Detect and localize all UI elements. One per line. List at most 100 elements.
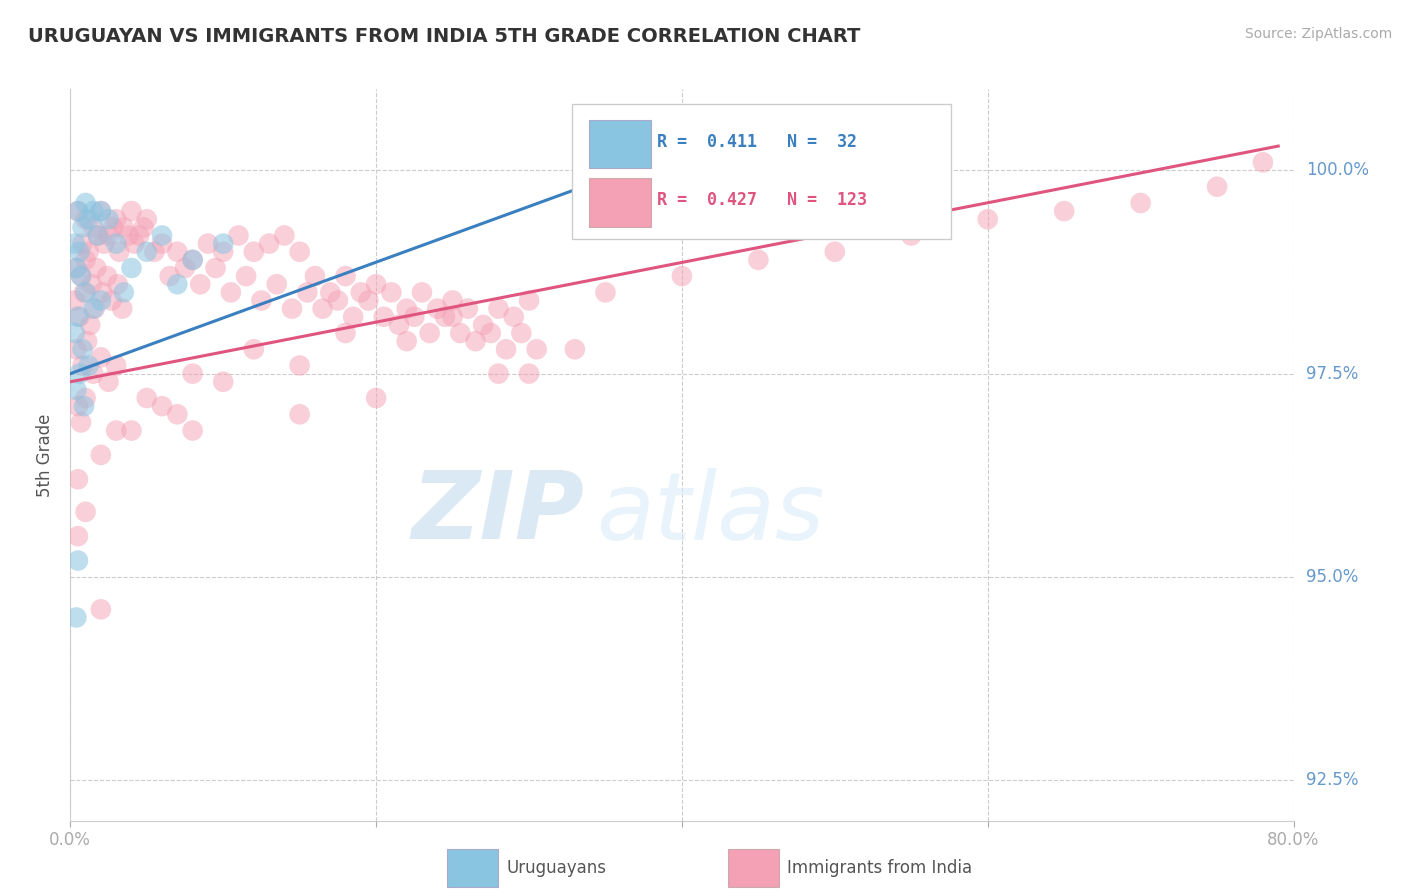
- Point: [166, 244, 188, 259]
- Point: [166, 407, 188, 421]
- Point: [457, 301, 479, 316]
- Point: [479, 326, 502, 340]
- Point: [69, 244, 91, 259]
- Point: [75, 285, 97, 300]
- Point: [135, 244, 157, 259]
- Point: [70, 416, 93, 430]
- Point: [82, 301, 104, 316]
- Point: [90, 204, 112, 219]
- Point: [1206, 179, 1229, 194]
- Point: [824, 244, 846, 259]
- Point: [97, 375, 120, 389]
- Point: [150, 236, 173, 251]
- Point: [488, 367, 510, 381]
- Point: [159, 269, 181, 284]
- Point: [105, 424, 128, 438]
- Point: [69, 367, 91, 381]
- Point: [1129, 196, 1152, 211]
- Point: [197, 236, 219, 251]
- Point: [449, 326, 471, 340]
- Point: [87, 228, 110, 243]
- Point: [93, 236, 115, 251]
- Point: [1053, 204, 1076, 219]
- Point: [65, 343, 87, 357]
- Point: [143, 244, 166, 259]
- Point: [671, 269, 693, 284]
- Point: [66, 553, 89, 567]
- Point: [228, 228, 250, 243]
- Point: [84, 260, 107, 275]
- Point: [288, 407, 311, 421]
- Point: [77, 212, 100, 227]
- Point: [117, 228, 139, 243]
- Point: [63, 236, 86, 251]
- Point: [112, 285, 135, 300]
- Point: [72, 343, 94, 357]
- Point: [77, 359, 100, 373]
- Point: [63, 326, 86, 340]
- Point: [87, 228, 110, 243]
- Point: [66, 204, 89, 219]
- Point: [96, 269, 118, 284]
- Point: [79, 318, 101, 332]
- Point: [82, 367, 104, 381]
- Point: [326, 293, 349, 308]
- Point: [135, 212, 157, 227]
- Point: [65, 260, 87, 275]
- Point: [243, 343, 266, 357]
- Point: [395, 301, 418, 316]
- Point: [73, 285, 96, 300]
- Point: [80, 277, 103, 292]
- Text: Uruguayans: Uruguayans: [506, 859, 606, 877]
- Point: [112, 220, 135, 235]
- Point: [350, 285, 373, 300]
- Point: [150, 228, 173, 243]
- Point: [204, 260, 226, 275]
- Point: [65, 260, 87, 275]
- Point: [66, 399, 89, 413]
- Point: [495, 343, 517, 357]
- Text: URUGUAYAN VS IMMIGRANTS FROM INDIA 5TH GRADE CORRELATION CHART: URUGUAYAN VS IMMIGRANTS FROM INDIA 5TH G…: [28, 27, 860, 45]
- Point: [82, 220, 104, 235]
- Point: [101, 220, 124, 235]
- Point: [1251, 155, 1274, 169]
- Text: ZIP: ZIP: [411, 467, 583, 559]
- Point: [75, 212, 97, 227]
- Text: Source: ZipAtlas.com: Source: ZipAtlas.com: [1244, 27, 1392, 41]
- Point: [70, 269, 93, 284]
- Point: [472, 318, 495, 332]
- Point: [257, 236, 280, 251]
- Point: [121, 204, 143, 219]
- Point: [75, 252, 97, 267]
- Point: [72, 220, 94, 235]
- Point: [132, 220, 155, 235]
- Point: [121, 260, 143, 275]
- Point: [281, 301, 304, 316]
- FancyBboxPatch shape: [589, 178, 651, 227]
- Point: [121, 424, 143, 438]
- Point: [564, 343, 586, 357]
- Point: [83, 301, 105, 316]
- Point: [90, 448, 112, 462]
- Point: [288, 244, 311, 259]
- Point: [464, 334, 486, 348]
- Point: [72, 359, 94, 373]
- Point: [380, 285, 402, 300]
- Point: [900, 228, 922, 243]
- Point: [108, 244, 131, 259]
- Point: [212, 236, 235, 251]
- Point: [124, 236, 146, 251]
- Point: [111, 301, 134, 316]
- Text: 100.0%: 100.0%: [1306, 161, 1369, 179]
- Point: [181, 252, 204, 267]
- Text: 92.5%: 92.5%: [1306, 771, 1358, 789]
- Point: [510, 326, 533, 340]
- Point: [90, 351, 112, 365]
- Point: [342, 310, 364, 324]
- Point: [212, 244, 235, 259]
- Point: [441, 293, 464, 308]
- FancyBboxPatch shape: [572, 103, 950, 239]
- Point: [419, 326, 441, 340]
- Text: R =  0.411   N =  32: R = 0.411 N = 32: [658, 133, 858, 151]
- Point: [395, 334, 418, 348]
